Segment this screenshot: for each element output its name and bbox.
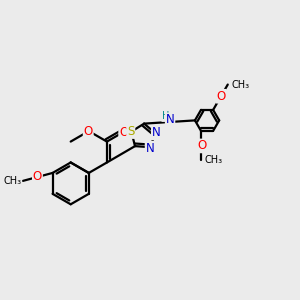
Text: S: S [127,125,134,138]
Text: O: O [197,140,206,152]
Text: H: H [162,111,169,121]
Text: O: O [33,170,42,183]
Text: O: O [119,126,128,139]
Text: N: N [146,142,154,154]
Text: CH₃: CH₃ [205,155,223,165]
Text: N: N [152,126,161,139]
Text: CH₃: CH₃ [231,80,249,89]
Text: O: O [84,124,93,138]
Text: N: N [166,113,175,127]
Text: CH₃: CH₃ [3,176,22,186]
Text: O: O [217,90,226,103]
